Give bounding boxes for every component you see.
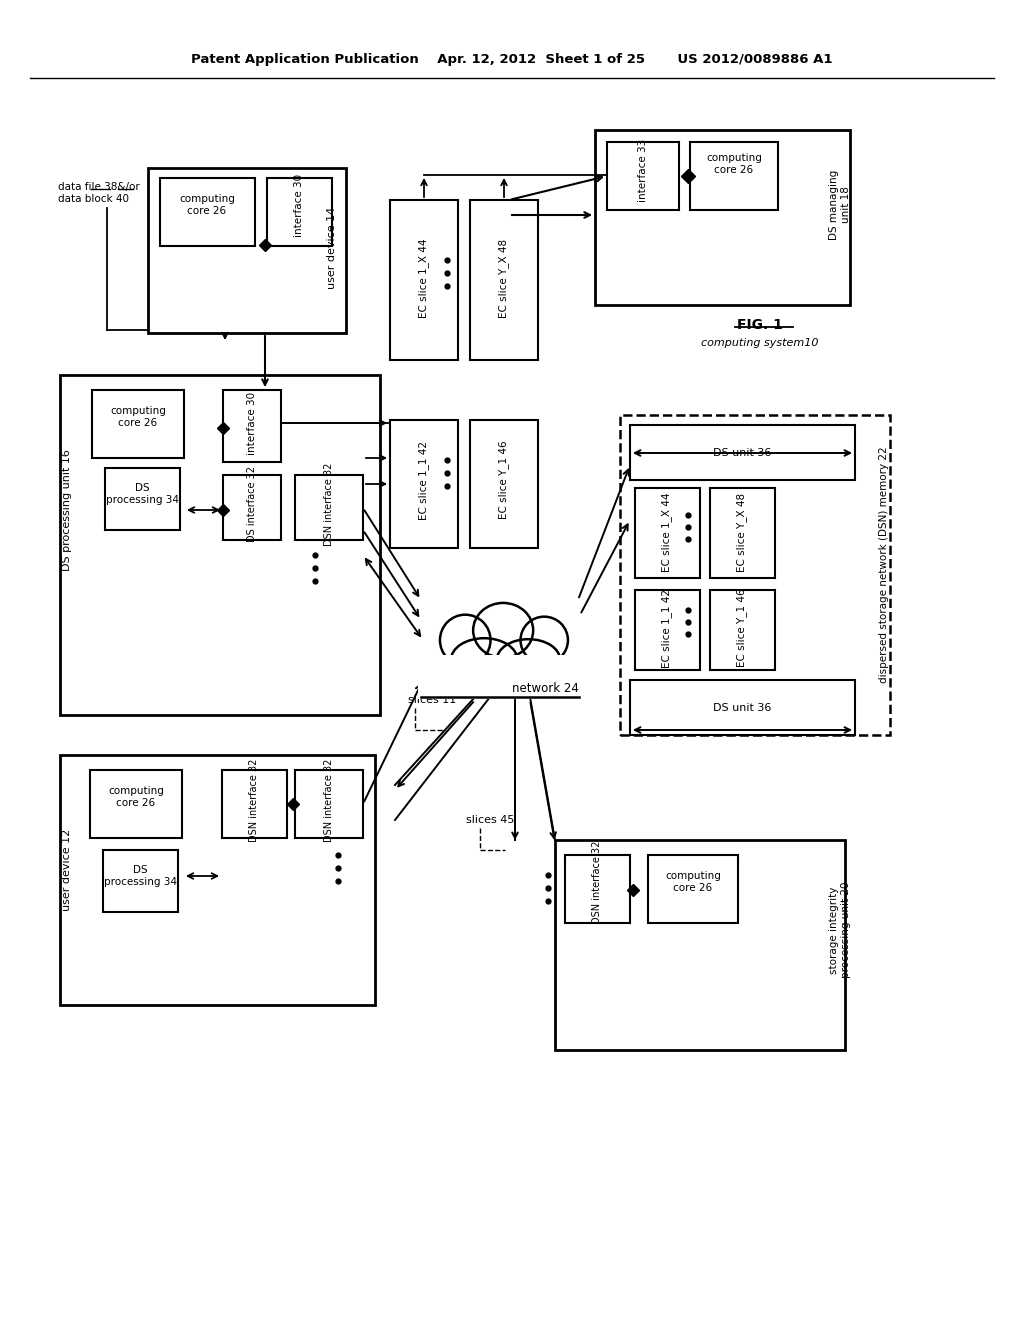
- Bar: [60, 755, 375, 1005]
- Text: EC slice 1_1 42: EC slice 1_1 42: [419, 441, 429, 520]
- Text: DS processing unit 16: DS processing unit 16: [62, 449, 72, 572]
- Text: slices 45: slices 45: [466, 814, 514, 825]
- Text: interface 30: interface 30: [247, 392, 257, 454]
- Ellipse shape: [497, 639, 560, 680]
- Text: DSN interface 32: DSN interface 32: [324, 758, 334, 842]
- Bar: [390, 201, 458, 360]
- Bar: [103, 850, 178, 912]
- Bar: [390, 420, 458, 548]
- Bar: [105, 469, 180, 531]
- Text: DS interface 32: DS interface 32: [247, 466, 257, 543]
- Text: DS unit 36: DS unit 36: [713, 447, 771, 458]
- Ellipse shape: [520, 616, 568, 664]
- Text: FIG. 1: FIG. 1: [737, 318, 783, 333]
- Text: interface 30: interface 30: [294, 173, 304, 236]
- Bar: [710, 488, 775, 578]
- Bar: [595, 129, 850, 305]
- Bar: [565, 855, 630, 923]
- Text: DS managing
unit 18: DS managing unit 18: [829, 170, 851, 240]
- Text: network 24: network 24: [512, 681, 579, 694]
- Text: DSN interface 32: DSN interface 32: [592, 841, 602, 924]
- Bar: [92, 389, 184, 458]
- Bar: [90, 770, 182, 838]
- Text: interface 33: interface 33: [638, 139, 648, 202]
- Ellipse shape: [440, 615, 490, 665]
- Bar: [160, 178, 255, 246]
- Bar: [223, 389, 281, 462]
- Text: computing
core 26: computing core 26: [665, 871, 721, 892]
- Text: EC slice 1_X 44: EC slice 1_X 44: [419, 238, 429, 318]
- Text: computing
core 26: computing core 26: [707, 153, 762, 174]
- Bar: [635, 590, 700, 671]
- Text: DS unit 36: DS unit 36: [713, 704, 771, 713]
- Text: DSN interface 32: DSN interface 32: [249, 758, 259, 842]
- Bar: [295, 770, 362, 838]
- Bar: [295, 475, 362, 540]
- Text: Patent Application Publication    Apr. 12, 2012  Sheet 1 of 25       US 2012/008: Patent Application Publication Apr. 12, …: [191, 54, 833, 66]
- Text: dispersed storage network (DSN) memory 22: dispersed storage network (DSN) memory 2…: [879, 446, 889, 684]
- Text: computing
core 26: computing core 26: [110, 407, 166, 428]
- Text: computing
core 26: computing core 26: [109, 787, 164, 808]
- Text: DSN interface 32: DSN interface 32: [324, 462, 334, 545]
- Text: data file 38&/or
data block 40: data file 38&/or data block 40: [58, 182, 139, 203]
- Bar: [223, 475, 281, 540]
- Text: DS
processing 34: DS processing 34: [105, 483, 178, 504]
- Text: EC slice 1_X 44: EC slice 1_X 44: [662, 492, 673, 572]
- Text: user device 12: user device 12: [62, 829, 72, 911]
- Bar: [630, 680, 855, 735]
- Text: EC slice 1_1 42: EC slice 1_1 42: [662, 589, 673, 668]
- Bar: [620, 414, 890, 735]
- Bar: [648, 855, 738, 923]
- Ellipse shape: [473, 603, 534, 657]
- Text: EC slice Y_X 48: EC slice Y_X 48: [736, 492, 748, 572]
- Text: EC slice Y_1 46: EC slice Y_1 46: [499, 441, 510, 519]
- Bar: [710, 590, 775, 671]
- Text: user device 14: user device 14: [327, 207, 337, 289]
- Bar: [607, 143, 679, 210]
- Bar: [222, 770, 287, 838]
- Text: EC slice Y_X 48: EC slice Y_X 48: [499, 239, 510, 318]
- Bar: [635, 488, 700, 578]
- Bar: [60, 375, 380, 715]
- Text: EC slice Y_1 46: EC slice Y_1 46: [736, 589, 748, 668]
- Bar: [555, 840, 845, 1049]
- Bar: [148, 168, 346, 333]
- Text: computing
core 26: computing core 26: [179, 194, 234, 215]
- Bar: [470, 201, 538, 360]
- Bar: [267, 178, 332, 246]
- Bar: [690, 143, 778, 210]
- Bar: [418, 655, 583, 700]
- Bar: [630, 425, 855, 480]
- Text: DS
processing 34: DS processing 34: [103, 865, 176, 887]
- Ellipse shape: [451, 638, 517, 681]
- Text: computing system10: computing system10: [701, 338, 819, 348]
- Text: storage integrity
processing unit 20: storage integrity processing unit 20: [829, 882, 851, 978]
- Text: slices 11: slices 11: [408, 696, 456, 705]
- Bar: [470, 420, 538, 548]
